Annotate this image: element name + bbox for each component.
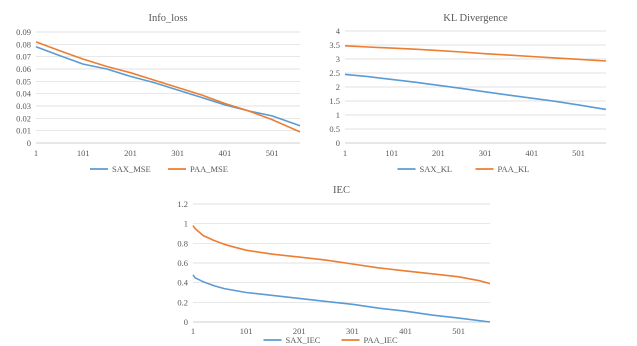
info-loss-y-tick-label: 0.02 — [16, 113, 31, 123]
info-loss-y-tick-label: 0.04 — [16, 89, 32, 99]
info-loss-x-tick-label: 101 — [77, 148, 90, 158]
kl-divergence-y-tick-label: 0.5 — [329, 124, 340, 134]
kl-divergence-y-tick-label: 3 — [336, 54, 340, 64]
info-loss-x-tick-label: 1 — [34, 148, 38, 158]
kl-divergence-x-tick-label: 501 — [572, 148, 585, 158]
info-loss-x-tick-label: 501 — [266, 148, 279, 158]
kl-divergence-y-tick-label: 4 — [336, 26, 341, 36]
iec-chart-title: IEC — [333, 185, 350, 196]
iec-y-tick-label: 1.2 — [177, 199, 188, 209]
iec-series-line-sax-iec — [192, 274, 491, 323]
iec-y-tick-label: 0.6 — [177, 258, 188, 268]
iec-x-tick-label: 1 — [191, 326, 195, 336]
info-loss-y-tick-label: 0.07 — [16, 52, 31, 62]
iec-y-tick-label: 0.2 — [177, 297, 188, 307]
info-loss-y-tick-label: 0.09 — [16, 27, 31, 37]
info-loss-x-tick-label: 401 — [219, 148, 232, 158]
kl-divergence-legend-label: PAA_KL — [498, 164, 530, 174]
kl-divergence-x-tick-label: 101 — [385, 148, 398, 158]
info-loss-legend-label: SAX_MSE — [112, 164, 151, 174]
info-loss-chart-title: Info_loss — [148, 13, 187, 24]
info-loss-x-tick-label: 301 — [171, 148, 184, 158]
iec-x-tick-label: 401 — [399, 326, 412, 336]
iec-y-tick-label: 1 — [184, 219, 188, 229]
kl-divergence-y-tick-label: 1.5 — [329, 96, 340, 106]
kl-divergence-y-tick-label: 0 — [336, 138, 340, 148]
iec-x-tick-label: 301 — [346, 326, 359, 336]
kl-divergence-chart-title: KL Divergence — [443, 13, 508, 24]
kl-divergence-y-tick-label: 2 — [336, 82, 340, 92]
kl-divergence-series-line-paa-kl — [344, 45, 607, 62]
kl-divergence-y-tick-label: 3.5 — [329, 40, 340, 50]
iec-y-tick-label: 0 — [184, 317, 188, 327]
info-loss-y-tick-label: 0.05 — [16, 76, 31, 86]
iec-x-tick-label: 201 — [293, 326, 306, 336]
iec-y-tick-label: 0.4 — [177, 278, 188, 288]
info-loss-y-tick-label: 0.06 — [16, 64, 31, 74]
info-loss-series-line-sax-mse — [35, 46, 301, 127]
info-loss-series-line-paa-mse — [35, 41, 301, 133]
iec-x-tick-label: 501 — [452, 326, 465, 336]
kl-divergence-y-tick-label: 2.5 — [329, 68, 340, 78]
info-loss-y-tick-label: 0 — [27, 138, 31, 148]
info-loss-y-tick-label: 0.03 — [16, 101, 31, 111]
kl-divergence-x-tick-label: 201 — [432, 148, 445, 158]
iec-x-tick-label: 101 — [240, 326, 253, 336]
iec-series-line-paa-iec — [192, 225, 491, 285]
kl-divergence-x-tick-label: 1 — [343, 148, 347, 158]
info-loss-y-tick-label: 0.01 — [16, 126, 31, 136]
iec-legend-label: SAX_IEC — [286, 335, 321, 345]
iec-y-tick-label: 0.8 — [177, 238, 188, 248]
kl-divergence-x-tick-label: 401 — [525, 148, 538, 158]
iec-legend-label: PAA_IEC — [364, 335, 398, 345]
info-loss-y-tick-label: 0.08 — [16, 39, 31, 49]
info-loss-x-tick-label: 201 — [124, 148, 137, 158]
kl-divergence-y-tick-label: 1 — [336, 110, 340, 120]
kl-divergence-legend-label: SAX_KL — [420, 164, 453, 174]
kl-divergence-x-tick-label: 301 — [479, 148, 492, 158]
kl-divergence-series-line-sax-kl — [344, 73, 607, 111]
info-loss-legend-label: PAA_MSE — [190, 164, 228, 174]
